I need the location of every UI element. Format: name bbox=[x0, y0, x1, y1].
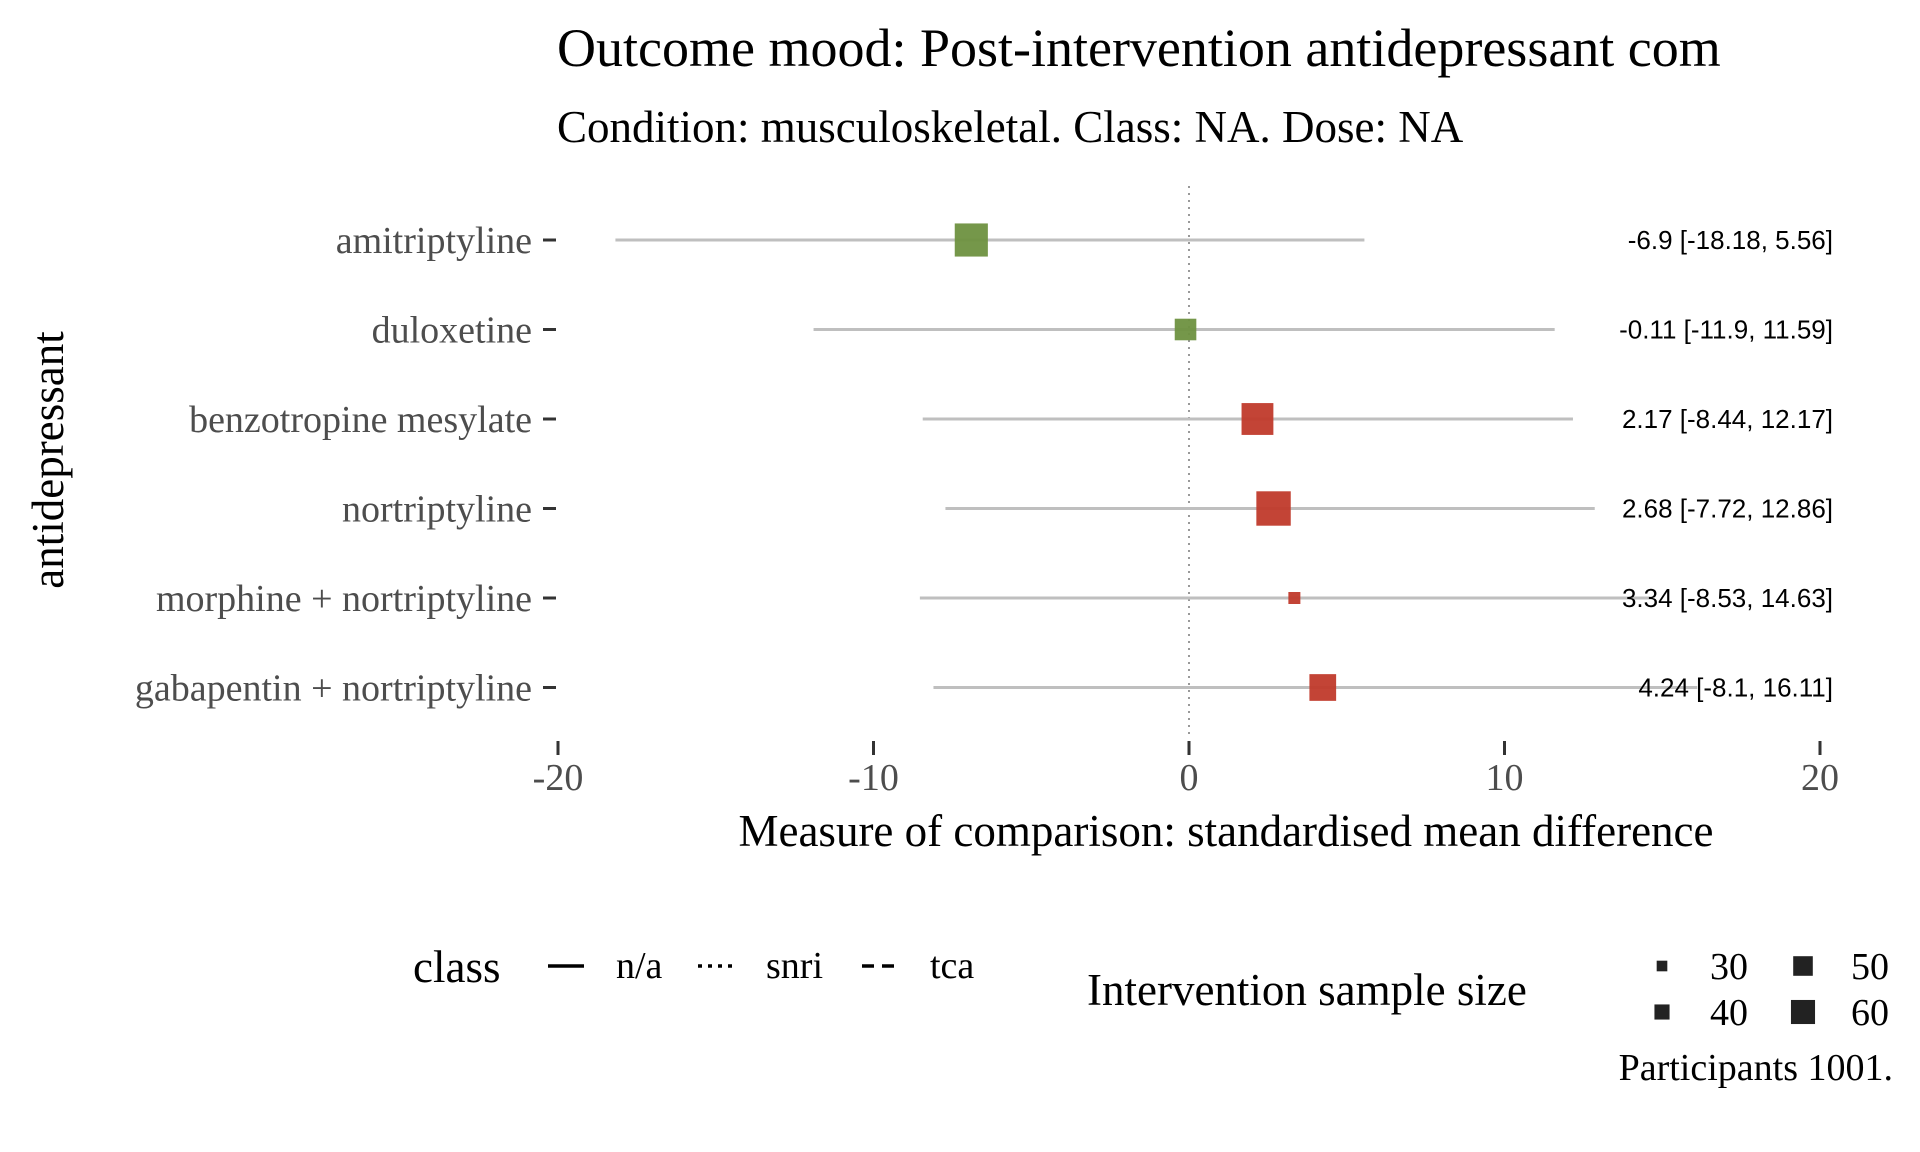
size-legend-key bbox=[1790, 999, 1816, 1025]
class-legend-label: tca bbox=[930, 945, 974, 987]
forest-row: nortriptyline 2.68 [-7.72, 12.86] bbox=[342, 489, 1833, 531]
y-tick-label: duloxetine bbox=[372, 310, 532, 352]
y-tick-label: amitriptyline bbox=[336, 220, 532, 262]
y-axis-title: antidepressant bbox=[23, 331, 73, 589]
x-tick-label: 10 bbox=[1486, 757, 1524, 799]
chart-title: Outcome mood: Post-intervention antidepr… bbox=[557, 18, 1721, 78]
x-tick-label: 20 bbox=[1801, 757, 1839, 799]
forest-row: amitriptyline -6.9 [-18.18, 5.56] bbox=[336, 220, 1833, 262]
class-legend-label: snri bbox=[766, 945, 823, 987]
estimate-annotation: 4.24 [-8.1, 16.11] bbox=[1638, 673, 1833, 703]
point-estimate bbox=[1174, 318, 1197, 341]
size-legend-label: 50 bbox=[1851, 946, 1889, 988]
forest-row: morphine + nortriptyline 3.34 [-8.53, 14.… bbox=[156, 578, 1833, 620]
size-legend-label: 60 bbox=[1851, 992, 1889, 1034]
estimate-annotation: -6.9 [-18.18, 5.56] bbox=[1628, 225, 1833, 255]
point-estimate bbox=[1241, 403, 1274, 435]
chart-subtitle: Condition: musculoskeletal. Class: NA. D… bbox=[557, 102, 1464, 152]
x-tick-label: 0 bbox=[1180, 757, 1199, 799]
size-legend-key bbox=[1793, 956, 1813, 976]
y-tick-label: morphine + nortriptyline bbox=[156, 578, 532, 620]
forest-row: benzotropine mesylate 2.17 [-8.44, 12.17] bbox=[189, 399, 1833, 441]
estimate-annotation: 3.34 [-8.53, 14.63] bbox=[1622, 583, 1833, 613]
size-legend-key bbox=[1656, 960, 1668, 972]
size-legend-label: 30 bbox=[1710, 946, 1748, 988]
x-axis: -20 -10 0 10 20 bbox=[533, 741, 1839, 799]
forest-row: duloxetine -0.11 [-11.9, 11.59] bbox=[372, 310, 1833, 352]
class-legend-title: class bbox=[413, 942, 500, 992]
class-legend-label: n/a bbox=[616, 945, 663, 987]
chart-caption: Participants 1001. bbox=[1619, 1047, 1893, 1089]
forest-rows: amitriptyline -6.9 [-18.18, 5.56] duloxeti… bbox=[135, 220, 1833, 710]
estimate-annotation: 2.17 [-8.44, 12.17] bbox=[1622, 404, 1833, 434]
point-estimate bbox=[954, 223, 988, 257]
x-tick-label: -20 bbox=[533, 757, 584, 799]
estimate-annotation: -0.11 [-11.9, 11.59] bbox=[1619, 315, 1833, 345]
size-legend-title: Intervention sample size bbox=[1087, 965, 1527, 1015]
point-estimate bbox=[1309, 674, 1337, 701]
point-estimate bbox=[1288, 592, 1301, 604]
y-tick-label: benzotropine mesylate bbox=[189, 399, 532, 441]
class-legend: class n/a snri tca bbox=[413, 942, 974, 992]
size-legend-key bbox=[1654, 1004, 1670, 1020]
size-legend: Intervention sample size 30 50 40 60 bbox=[1087, 946, 1889, 1034]
point-estimate bbox=[1256, 491, 1291, 526]
y-tick-label: gabapentin + nortriptyline bbox=[135, 668, 532, 710]
size-legend-label: 40 bbox=[1710, 992, 1748, 1034]
estimate-annotation: 2.68 [-7.72, 12.86] bbox=[1622, 494, 1833, 524]
x-tick-label: -10 bbox=[848, 757, 899, 799]
x-axis-title: Measure of comparison: standardised mean… bbox=[738, 806, 1713, 856]
y-tick-label: nortriptyline bbox=[342, 489, 532, 531]
forest-row: gabapentin + nortriptyline 4.24 [-8.1, 16… bbox=[135, 668, 1833, 710]
